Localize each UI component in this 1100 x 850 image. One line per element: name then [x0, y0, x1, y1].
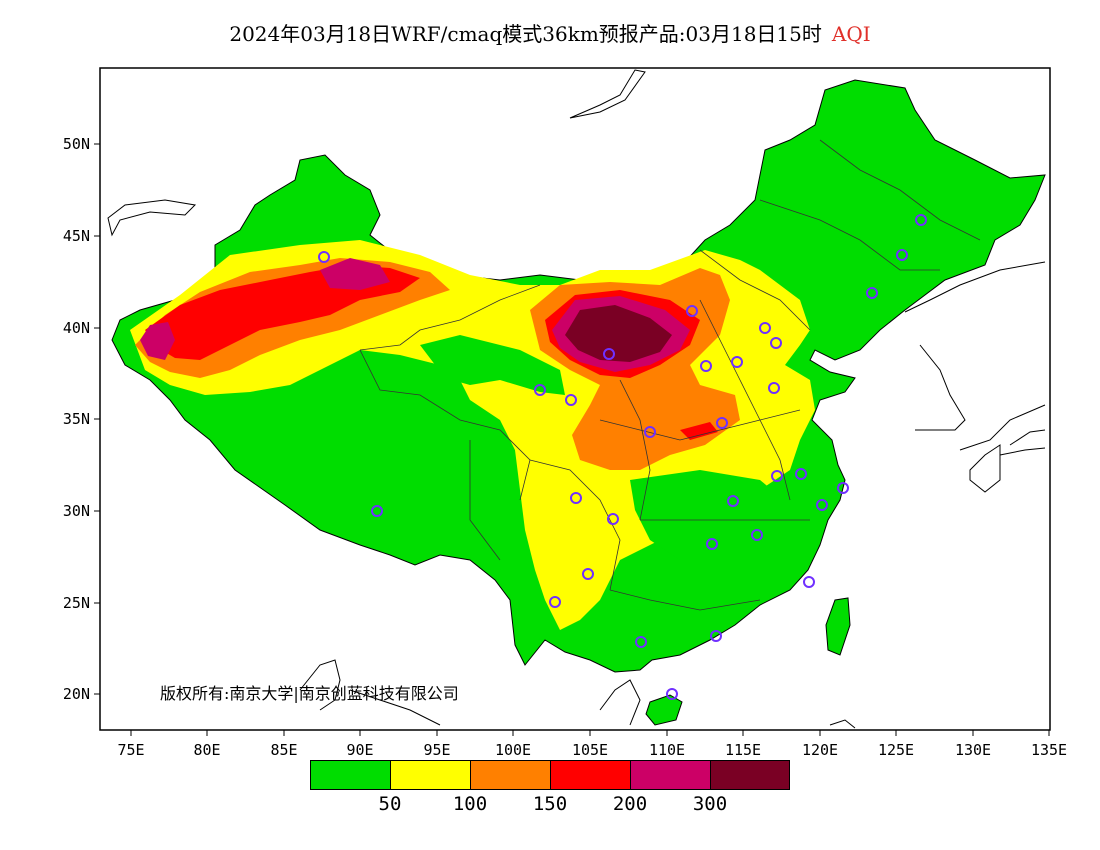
lon-label: 95E [423, 741, 450, 759]
copyright-text: 版权所有:南京大学|南京创蓝科技有限公司 [160, 684, 459, 703]
lat-tick-labels: 50N 45N 40N 35N 30N 25N 20N [63, 135, 90, 703]
lon-label: 80E [193, 741, 220, 759]
lon-label: 125E [878, 741, 914, 759]
legend-label: 100 [452, 793, 488, 815]
legend-swatch [390, 760, 471, 790]
lon-label: 75E [117, 741, 144, 759]
lat-tick-marks [94, 143, 100, 695]
lon-tick-labels: 75E 80E 85E 90E 95E 100E 105E 110E 115E … [117, 741, 1067, 759]
lat-label: 45N [63, 227, 90, 245]
lon-label: 120E [802, 741, 838, 759]
map-title: 2024年03月18日WRF/cmaq模式36km预报产品:03月18日15时 A… [0, 18, 1100, 47]
legend-swatch [630, 760, 711, 790]
legend-swatch [470, 760, 551, 790]
legend-swatch [310, 760, 391, 790]
lat-label: 20N [63, 685, 90, 703]
lat-label: 30N [63, 502, 90, 520]
lon-label: 85E [270, 741, 297, 759]
aqi-zone-maroon [565, 305, 672, 362]
lon-label: 115E [725, 741, 761, 759]
legend-label: 200 [612, 793, 648, 815]
lon-label: 135E [1031, 741, 1067, 759]
lon-label: 90E [346, 741, 373, 759]
lat-label: 35N [63, 410, 90, 428]
lat-label: 50N [63, 135, 90, 153]
title-text: 2024年03月18日WRF/cmaq模式36km预报产品:03月18日15时 [229, 22, 822, 46]
aqi-zone-green-inset [420, 335, 790, 560]
legend-swatch [710, 760, 790, 790]
lon-label: 105E [572, 741, 608, 759]
color-legend [310, 760, 790, 792]
lat-label: 40N [63, 319, 90, 337]
lon-label: 130E [955, 741, 991, 759]
lon-label: 110E [649, 741, 685, 759]
legend-label: 50 [378, 793, 402, 815]
lon-label: 100E [495, 741, 531, 759]
lon-tick-marks [130, 730, 1050, 736]
taiwan-island [825, 597, 851, 656]
neighbor-coastlines [107, 69, 1046, 729]
lat-label: 25N [63, 594, 90, 612]
title-aqi-highlight: AQI [831, 22, 871, 46]
city-markers [318, 214, 927, 700]
legend-swatch [550, 760, 631, 790]
legend-label: 300 [692, 793, 728, 815]
hainan-island [645, 694, 683, 726]
legend-label: 150 [532, 793, 568, 815]
province-borders [359, 139, 981, 611]
